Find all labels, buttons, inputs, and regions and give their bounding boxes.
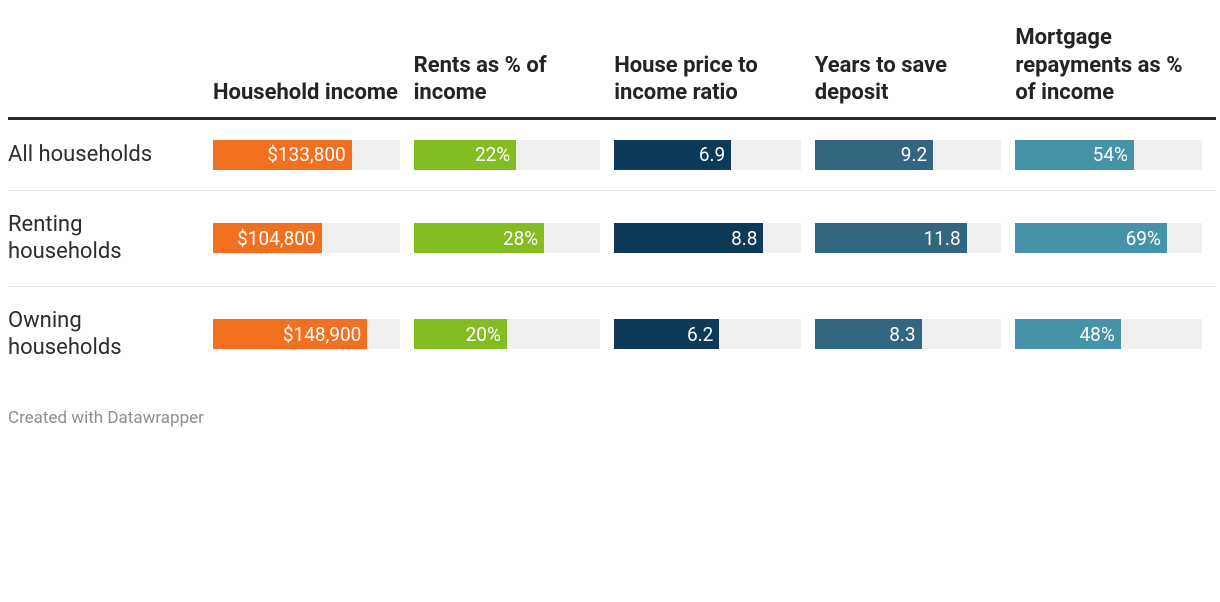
bar-track: 22% [414,140,601,170]
cell-ratio: 6.9 [614,118,815,190]
bar-fill: 6.9 [614,140,731,170]
cell-income: $133,800 [213,118,414,190]
cell-mortg: 48% [1015,286,1216,382]
bar-track: $104,800 [213,223,400,253]
bar-track: 8.3 [815,319,1002,349]
bar-fill: 8.3 [815,319,922,349]
cell-mortg: 69% [1015,190,1216,286]
header-rents: Rents as % of income [414,16,615,118]
bar-fill: 9.2 [815,140,933,170]
cell-ratio: 8.8 [614,190,815,286]
bar-fill: 69% [1015,223,1166,253]
bar-fill: 20% [414,319,507,349]
affordability-table: Household income Rents as % of income Ho… [8,16,1216,382]
cell-mortg: 54% [1015,118,1216,190]
bar-track: 28% [414,223,601,253]
bar-track: 8.8 [614,223,801,253]
cell-income: $104,800 [213,190,414,286]
bar-fill: $133,800 [213,140,352,170]
row-label: Renting households [8,190,213,286]
row-label: Owning households [8,286,213,382]
bar-fill: $148,900 [213,319,367,349]
bar-track: 48% [1015,319,1202,349]
cell-years: 8.3 [815,286,1016,382]
bar-fill: 22% [414,140,517,170]
bar-track: $133,800 [213,140,400,170]
cell-years: 11.8 [815,190,1016,286]
bar-track: 20% [414,319,601,349]
bar-track: $148,900 [213,319,400,349]
header-ratio: House price to income ratio [614,16,815,118]
cell-years: 9.2 [815,118,1016,190]
bar-track: 54% [1015,140,1202,170]
header-years: Years to save deposit [815,16,1016,118]
bar-fill: 11.8 [815,223,967,253]
bar-fill: 48% [1015,319,1120,349]
bar-track: 6.9 [614,140,801,170]
bar-track: 69% [1015,223,1202,253]
header-mortg: Mortgage repayments as % of income [1015,16,1216,118]
header-income: Household income [213,16,414,118]
table-body: All households$133,800 22% 6.9 9.2 54% Rentin… [8,118,1216,382]
bar-fill: 6.2 [614,319,719,349]
bar-fill: 28% [414,223,545,253]
cell-ratio: 6.2 [614,286,815,382]
cell-rents: 22% [414,118,615,190]
bar-fill: 54% [1015,140,1134,170]
table-header: Household income Rents as % of income Ho… [8,16,1216,118]
header-blank [8,16,213,118]
cell-rents: 20% [414,286,615,382]
bar-track: 11.8 [815,223,1002,253]
bar-fill: $104,800 [213,223,322,253]
bar-track: 6.2 [614,319,801,349]
attribution-text: Created with Datawrapper [8,408,1216,428]
bar-fill: 8.8 [614,223,763,253]
bar-track: 9.2 [815,140,1002,170]
row-label: All households [8,118,213,190]
table-row: All households$133,800 22% 6.9 9.2 54% [8,118,1216,190]
table-row: Renting households$104,800 28% 8.8 11.8 69% [8,190,1216,286]
cell-income: $148,900 [213,286,414,382]
table-row: Owning households$148,900 20% 6.2 8.3 48% [8,286,1216,382]
cell-rents: 28% [414,190,615,286]
